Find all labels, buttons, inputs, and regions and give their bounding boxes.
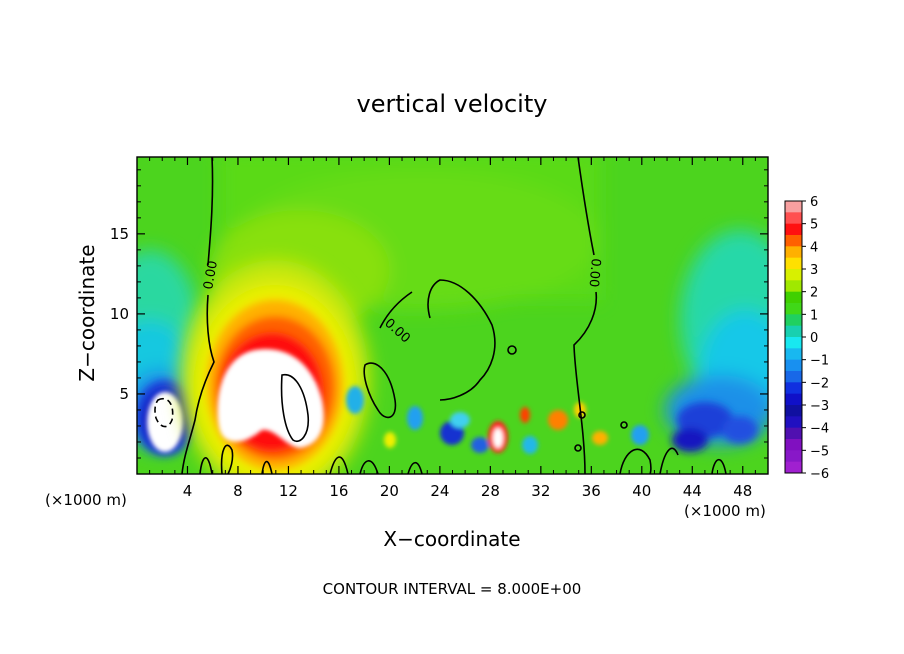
colorbar-tick-label: 5 [810,218,818,233]
colorbar-tick-label: 3 [810,263,818,278]
downdraft-right [672,402,758,452]
contour-bottom-wiggles [199,444,727,474]
colorbar-tick-label: −5 [810,444,829,459]
downdraft-left-core [147,392,183,452]
colorbar-bin [785,393,802,406]
x-unit-left: (×1000 m) [45,491,127,509]
colorbar-bin [785,235,802,247]
contour-zero-left [181,157,215,474]
colorbar-bin [785,371,802,383]
y-tick-label: 15 [110,225,129,243]
colorbar-bin [785,382,802,395]
colorbar-tick-label: 6 [810,195,818,210]
x-tick-label: 48 [733,482,752,500]
contour-left-core [154,398,174,428]
colorbar-bin [785,405,802,417]
x-tick-label: 28 [481,482,500,500]
colorbar-tick-label: −3 [810,399,829,414]
x-tick-label: 44 [683,482,702,500]
y-axis: 5 10 15 [110,169,768,459]
colorbar-tick-label: 4 [810,240,818,255]
colorbar-bin [785,439,802,451]
contour-lines [154,157,727,474]
colorbar-tick-label: 2 [810,286,818,301]
colorbar-bin [785,291,802,304]
colorbar-tick-label: −1 [810,354,829,369]
colorbar-bin [785,461,802,474]
x-unit-right: (×1000 m) [684,502,766,520]
colorbar-bin [785,201,802,213]
colorbar-tick-label: −6 [810,467,829,482]
colorbar-bin [785,303,802,315]
chart-title: vertical velocity [357,90,548,118]
colorbar-tick-label: −2 [810,376,829,391]
colorbar-bin [785,212,802,225]
colorbar-bin [785,269,802,281]
colorbar-bin [785,359,802,372]
x-tick-label: 16 [329,482,348,500]
x-axis-title: X−coordinate [383,527,520,551]
updraft-core [217,349,324,448]
contour-zero-center [379,279,496,401]
x-tick-label: 24 [430,482,449,500]
x-tick-label: 36 [582,482,601,500]
colorbar-bin [785,427,802,440]
colorbar-bin [785,257,802,270]
colorbar-tick-label: 0 [810,331,818,346]
colorbar-bin [785,348,802,361]
colorbar-bin [785,416,802,429]
colorbar-bin [785,314,802,327]
colorbar-labels: 6 5 4 3 2 1 0 −1 −2 −3 −4 −5 −6 [802,195,829,482]
colorbar-bin [785,337,802,349]
colorbar-bin [785,450,802,463]
colorbar: 6 5 4 3 2 1 0 −1 −2 −3 −4 −5 −6 [784,195,829,482]
colorbar-tick-label: −4 [810,422,829,437]
x-tick-label: 20 [380,482,399,500]
contour-interval-note: CONTOUR INTERVAL = 8.000E+00 [323,580,582,598]
contour-label-left: 0.00 [201,260,221,291]
plot-area: 0.00 0.00 0.00 [137,157,768,474]
x-tick-label: 8 [233,482,243,500]
x-axis: 4 8 12 16 20 24 28 32 36 40 44 48 [149,157,756,500]
y-tick-label: 5 [119,385,129,403]
contour-zero-right [573,157,598,474]
x-tick-label: 12 [279,482,298,500]
contour-updraft-inner [280,374,310,442]
x-tick-label: 40 [632,482,651,500]
contour-small-loop [363,362,397,419]
x-tick-label: 4 [183,482,193,500]
colorbar-bins [785,201,802,474]
contour-label-right: 0.00 [585,258,602,288]
colorbar-bin [785,280,802,293]
colorbar-bin [785,325,802,338]
colorbar-tick-label: 1 [810,308,818,323]
colorbar-bin [785,223,802,236]
colorbar-bin [785,246,802,259]
scattered-cells [346,386,649,454]
x-tick-label: 32 [531,482,550,500]
y-axis-title: Z−coordinate [75,244,99,381]
y-tick-label: 10 [110,305,129,323]
